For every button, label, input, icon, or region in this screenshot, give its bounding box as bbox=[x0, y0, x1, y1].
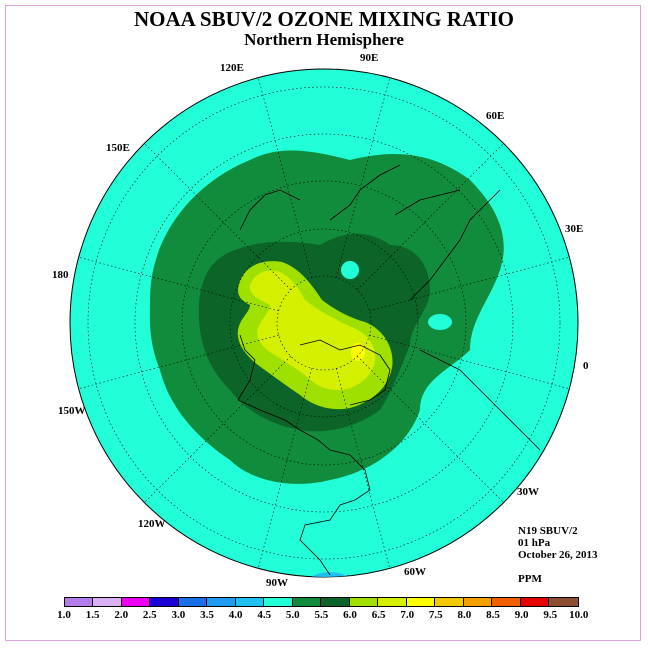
lon-label-30e: 30E bbox=[565, 223, 584, 235]
map-title: NOAA SBUV/2 OZONE MIXING RATIO bbox=[134, 7, 514, 31]
lon-label-150w: 150W bbox=[58, 405, 86, 417]
meridian-line bbox=[78, 334, 279, 390]
info-units: PPM bbox=[518, 573, 542, 585]
colorbar-tick-label: 5.0 bbox=[285, 609, 300, 621]
info-date: October 26, 2013 bbox=[518, 549, 598, 561]
meridian-line bbox=[335, 77, 391, 278]
meridian-line bbox=[357, 143, 504, 290]
colorbar-tick-label: 5.5 bbox=[314, 609, 329, 621]
meridian-line bbox=[369, 256, 570, 312]
colorbar-swatch bbox=[349, 598, 379, 606]
colorbar-tick-label: 4.0 bbox=[228, 609, 243, 621]
meridian-line bbox=[369, 334, 570, 390]
colorbar-swatch bbox=[321, 598, 350, 606]
meridian-line bbox=[144, 143, 291, 290]
colorbar-tick-label: 10.0 bbox=[569, 609, 589, 621]
colorbar-tick-label: 8.0 bbox=[457, 609, 472, 621]
colorbar-swatch bbox=[463, 598, 493, 606]
meridian-lines bbox=[78, 77, 570, 569]
meridian-line bbox=[335, 368, 391, 569]
colorbar-swatch bbox=[435, 598, 464, 606]
colorbar-tick-label: 3.0 bbox=[171, 609, 186, 621]
colorbar-swatch bbox=[121, 598, 151, 606]
meridian-line bbox=[357, 356, 504, 503]
latitude-circles bbox=[87, 86, 561, 560]
meridian-line bbox=[257, 77, 313, 278]
lon-label-90w: 90W bbox=[266, 577, 288, 589]
colorbar-swatch bbox=[406, 598, 436, 606]
colorbar bbox=[64, 597, 579, 607]
colorbar-swatch bbox=[150, 598, 179, 606]
lon-label-90e: 90E bbox=[360, 52, 379, 64]
map-subtitle: Northern Hemisphere bbox=[244, 30, 404, 49]
colorbar-tick-label: 9.0 bbox=[514, 609, 529, 621]
lon-label-30w: 30W bbox=[517, 486, 539, 498]
meridian-line bbox=[257, 368, 313, 569]
lon-label-0: 0 bbox=[583, 360, 589, 372]
lon-label-150e: 150E bbox=[106, 142, 130, 154]
lon-label-120w: 120W bbox=[138, 518, 166, 530]
lon-label-60w: 60W bbox=[404, 566, 426, 578]
ozone-low-spot-europe bbox=[428, 314, 452, 330]
ozone-band-6-5 bbox=[249, 270, 376, 390]
colorbar-swatch bbox=[93, 598, 122, 606]
colorbar-tick-label: 6.5 bbox=[371, 609, 386, 621]
colorbar-swatch bbox=[378, 598, 407, 606]
colorbar-swatch bbox=[65, 598, 94, 606]
colorbar-tick-label: 3.5 bbox=[200, 609, 214, 621]
colorbar-tick-label: 8.5 bbox=[486, 609, 500, 621]
colorbar-swatch bbox=[235, 598, 265, 606]
colorbar-swatch bbox=[292, 598, 322, 606]
lon-label-60e: 60E bbox=[486, 110, 505, 122]
meridian-line bbox=[144, 356, 291, 503]
meridian-line bbox=[78, 256, 279, 312]
colorbar-tick-label: 9.5 bbox=[543, 609, 558, 621]
colorbar-swatch bbox=[492, 598, 521, 606]
colorbar-swatch bbox=[520, 598, 550, 606]
colorbar-swatch bbox=[549, 598, 578, 606]
info-level: 01 hPa bbox=[518, 537, 551, 549]
colorbar-swatch bbox=[264, 598, 293, 606]
colorbar-tick-label: 7.0 bbox=[400, 609, 415, 621]
lon-label-120e: 120E bbox=[220, 62, 244, 74]
colorbar-swatch bbox=[207, 598, 236, 606]
coastlines bbox=[237, 164, 541, 576]
colorbar-tick-label: 4.5 bbox=[257, 609, 272, 621]
colorbar-swatch bbox=[178, 598, 208, 606]
colorbar-tick-label: 1.0 bbox=[57, 609, 71, 621]
info-instrument: N19 SBUV/2 bbox=[518, 525, 578, 537]
colorbar-tick-label: 2.0 bbox=[114, 609, 129, 621]
lon-label-180: 180 bbox=[52, 269, 69, 281]
colorbar-tick-label: 2.5 bbox=[142, 609, 157, 621]
colorbar-tick-label: 7.5 bbox=[428, 609, 443, 621]
figure-frame bbox=[5, 5, 641, 641]
colorbar-tick-label: 6.0 bbox=[343, 609, 357, 621]
ozone-peak-7-0 bbox=[351, 343, 365, 361]
ozone-low-spot-pole bbox=[341, 261, 359, 279]
colorbar-tick-label: 1.5 bbox=[85, 609, 100, 621]
